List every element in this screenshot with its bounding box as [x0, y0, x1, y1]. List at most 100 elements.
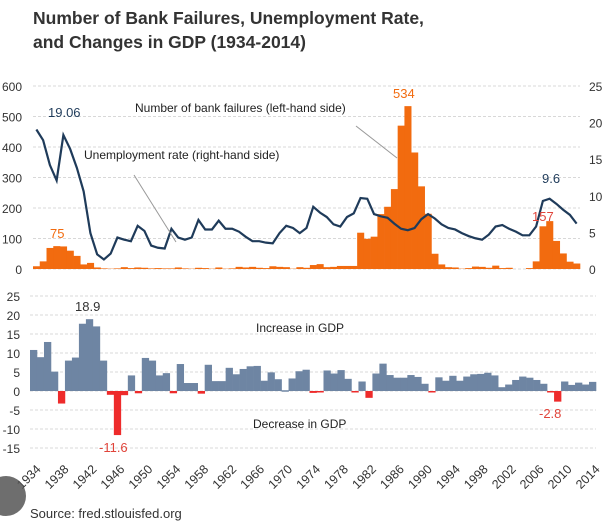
failure-bar	[147, 268, 155, 269]
failure-bar	[444, 267, 452, 269]
gdp-bar	[393, 377, 401, 391]
title-line-2: and Changes in GDP (1934-2014)	[33, 32, 306, 52]
gdp-bar	[519, 376, 527, 391]
failure-bar	[255, 267, 263, 269]
failure-bar	[478, 266, 486, 269]
gdp-bar	[505, 384, 513, 391]
gdp-bar	[463, 376, 471, 391]
failure-bar	[350, 265, 358, 269]
gdp-bar	[351, 391, 359, 393]
failure-bar	[195, 267, 203, 269]
gdp-tick-label: 5	[13, 366, 20, 380]
label-peak-unemployment: 19.06	[48, 105, 81, 120]
gdp-bar	[484, 372, 492, 391]
x-tick-label: 1954	[154, 462, 184, 492]
gdp-bar	[428, 391, 436, 393]
x-tick-label: 1946	[98, 462, 128, 492]
annotation-decrease: Decrease in GDP	[253, 417, 346, 431]
gdp-bar	[204, 364, 212, 391]
label-gdp-recent-min: -2.8	[539, 406, 561, 421]
gdp-tick-label: 25	[7, 290, 21, 304]
gdp-bar	[344, 378, 352, 391]
gdp-bar	[407, 375, 415, 391]
gdp-bar	[155, 375, 164, 391]
failure-bar	[424, 213, 432, 269]
gdp-bar	[582, 384, 590, 391]
right-tick-label: 25	[589, 80, 603, 94]
gdp-bar	[30, 349, 38, 391]
label-recent-failures: 157	[532, 209, 554, 224]
leader-line-failures	[355, 125, 398, 159]
gdp-bar	[449, 375, 457, 391]
failure-bar	[573, 263, 581, 269]
failure-bar	[201, 268, 209, 269]
failure-bar	[127, 268, 135, 269]
gdp-bar	[554, 391, 562, 402]
legend-unemployment: Unemployment rate (right-hand side)	[84, 148, 279, 162]
gdp-bar	[372, 373, 380, 391]
gdp-bar	[456, 380, 464, 391]
failure-bar	[181, 268, 189, 269]
gdp-bar	[92, 326, 101, 391]
failure-bar	[377, 214, 385, 269]
gdp-bar	[36, 357, 45, 391]
failure-bar	[343, 265, 351, 269]
failure-bar	[390, 189, 398, 269]
gdp-tick-label: 10	[7, 347, 21, 361]
gdp-bar	[526, 377, 534, 391]
failure-bar	[134, 267, 142, 269]
gdp-bar	[575, 382, 583, 391]
gdp-bar	[281, 390, 289, 392]
failure-bar	[60, 246, 68, 269]
x-tick-label: 1978	[322, 462, 352, 492]
failure-bar	[249, 266, 257, 269]
failure-bar	[53, 246, 61, 269]
failure-bar	[141, 267, 149, 269]
gdp-bar	[99, 360, 108, 391]
failure-bar	[525, 268, 534, 269]
gdp-tick-label: 20	[7, 309, 21, 323]
gdp-bar	[120, 391, 129, 396]
failure-bar	[303, 267, 311, 269]
gdp-tick-label: 15	[7, 328, 21, 342]
gdp-bar	[288, 378, 296, 391]
gdp-bar	[225, 367, 233, 391]
failure-bar	[465, 268, 473, 269]
failure-bar	[93, 267, 101, 269]
left-tick-label: 0	[15, 263, 22, 277]
gdp-bar	[267, 372, 275, 391]
chart-title: Number of Bank Failures, Unemployment Ra…	[33, 6, 424, 54]
label-gdp-max: 18.9	[75, 299, 100, 314]
gdp-bar	[400, 377, 408, 391]
x-tick-label: 2006	[517, 462, 547, 492]
gdp-bar	[57, 391, 66, 404]
failure-bar	[330, 266, 338, 269]
failure-bar	[33, 266, 41, 269]
label-gdp-min: -11.6	[99, 440, 128, 455]
failure-bar	[66, 250, 74, 269]
failure-bar	[168, 268, 176, 269]
failure-bar	[276, 266, 284, 269]
gdp-bar	[477, 373, 485, 391]
left-tick-label: 500	[2, 111, 22, 125]
gdp-bar	[148, 360, 157, 391]
gdp-bar	[218, 381, 226, 391]
gdp-bar	[162, 373, 171, 391]
failure-bar	[282, 267, 290, 269]
failure-bar	[323, 267, 331, 269]
gdp-bar	[540, 383, 548, 391]
gdp-bar	[232, 374, 240, 391]
gdp-bar	[323, 370, 331, 391]
gdp-bar	[589, 381, 597, 391]
failure-bar	[363, 238, 371, 269]
gdp-bar	[127, 375, 136, 391]
gdp-bar	[106, 391, 115, 395]
failure-bar	[471, 266, 480, 269]
failure-bar	[242, 267, 250, 269]
x-tick-label: 1970	[266, 462, 296, 492]
unemployment-line	[35, 128, 578, 261]
failure-bar	[492, 265, 500, 269]
label-early-failures: 75	[50, 226, 64, 241]
gdp-bar	[169, 391, 178, 394]
